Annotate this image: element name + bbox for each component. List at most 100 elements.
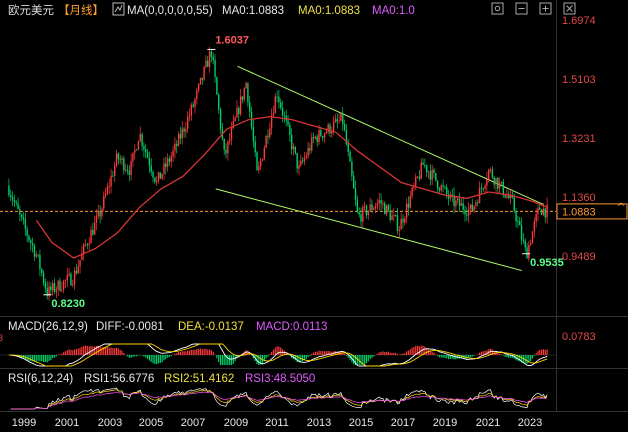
plus-icon[interactable] xyxy=(539,2,552,15)
candle-body xyxy=(391,215,393,220)
price-channel xyxy=(215,65,544,272)
candle-body xyxy=(480,187,483,189)
candle-body xyxy=(415,176,417,186)
price-tick: 0.9489 xyxy=(562,251,596,263)
candle-body xyxy=(402,218,404,223)
candle-body xyxy=(28,235,30,241)
candle-body xyxy=(124,169,127,171)
candle-body xyxy=(369,204,371,211)
candle-body xyxy=(435,172,437,181)
candle-body xyxy=(70,273,72,286)
candle-body xyxy=(462,203,464,210)
candle-body xyxy=(325,131,328,134)
candle-body xyxy=(42,273,45,283)
candle-body xyxy=(152,171,154,178)
candle-body xyxy=(469,204,472,209)
chart-icon[interactable] xyxy=(112,2,125,16)
candle-body xyxy=(104,193,107,196)
candle-body xyxy=(362,206,364,222)
price-tick: 1.3231 xyxy=(562,133,596,145)
candle-body xyxy=(442,185,444,187)
candle-body xyxy=(117,153,120,160)
candle-body xyxy=(398,229,401,231)
candle-body xyxy=(529,243,532,245)
candle-body xyxy=(542,208,545,215)
candle-body xyxy=(249,102,251,113)
candle-body xyxy=(537,207,539,214)
candle-body xyxy=(163,163,165,174)
candle-body xyxy=(524,240,526,248)
candle-body xyxy=(130,161,132,175)
candle-body xyxy=(540,209,543,215)
annotation-label: 1.6037 xyxy=(215,34,249,46)
candle-body xyxy=(203,66,205,80)
candle-body xyxy=(24,219,27,229)
candle-body xyxy=(92,229,94,235)
candle-body xyxy=(424,164,426,166)
candle-body xyxy=(287,120,289,125)
candle-body xyxy=(511,195,514,198)
candle-body xyxy=(15,201,17,203)
candle-body xyxy=(374,206,377,209)
candle-body xyxy=(150,165,152,172)
candle-body xyxy=(471,204,473,211)
candle-body xyxy=(106,186,109,194)
candle-body xyxy=(331,131,333,134)
candle-body xyxy=(214,59,216,78)
candle-body xyxy=(327,124,329,132)
candle-body xyxy=(475,202,477,206)
minus-icon[interactable] xyxy=(515,2,528,15)
candle-body xyxy=(35,254,37,257)
candle-body xyxy=(373,208,375,210)
candle-body xyxy=(446,187,448,195)
candle-body xyxy=(440,185,442,191)
candle-body xyxy=(10,195,12,198)
candle-body xyxy=(55,289,58,292)
candle-body xyxy=(114,165,116,176)
candle-body xyxy=(436,180,439,189)
candle-body xyxy=(236,107,238,118)
year-label: 1999 xyxy=(12,417,36,429)
candle-body xyxy=(314,136,317,139)
candle-body xyxy=(44,282,47,289)
current-price-box xyxy=(556,203,628,220)
candle-body xyxy=(451,194,453,196)
candle-body xyxy=(139,133,141,142)
candle-body xyxy=(316,136,318,142)
candle-body xyxy=(141,133,143,146)
candle-body xyxy=(520,225,523,240)
settings-icon[interactable] xyxy=(491,2,504,15)
candle-body xyxy=(342,113,344,125)
candle-body xyxy=(343,124,346,130)
candle-body xyxy=(59,280,61,291)
candle-body xyxy=(509,195,512,199)
candle-body xyxy=(280,102,282,108)
candle-body xyxy=(478,187,481,204)
candle-body xyxy=(135,149,138,151)
candle-body xyxy=(219,109,222,130)
candle-body xyxy=(263,147,266,159)
candle-body xyxy=(546,204,548,218)
candle-body xyxy=(513,197,515,211)
candle-body xyxy=(20,214,23,218)
candle-body xyxy=(405,203,408,219)
candle-body xyxy=(57,280,59,290)
candle-body xyxy=(367,210,370,216)
candle-body xyxy=(416,176,419,178)
candle-body xyxy=(194,99,196,107)
macd-dea: DEA:-0.0137 xyxy=(178,321,244,333)
candle-body xyxy=(176,143,178,146)
macd-diff-line xyxy=(8,343,548,367)
candle-body xyxy=(365,206,368,216)
candle-body xyxy=(190,104,193,116)
channel-line xyxy=(215,188,522,272)
candle-body xyxy=(174,143,176,151)
candle-body xyxy=(161,173,163,179)
close-icon[interactable] xyxy=(563,2,576,15)
candle-body xyxy=(68,273,70,276)
candle-body xyxy=(334,119,337,123)
candle-body xyxy=(11,197,14,201)
candle-body xyxy=(99,210,101,217)
candle-body xyxy=(323,133,326,138)
